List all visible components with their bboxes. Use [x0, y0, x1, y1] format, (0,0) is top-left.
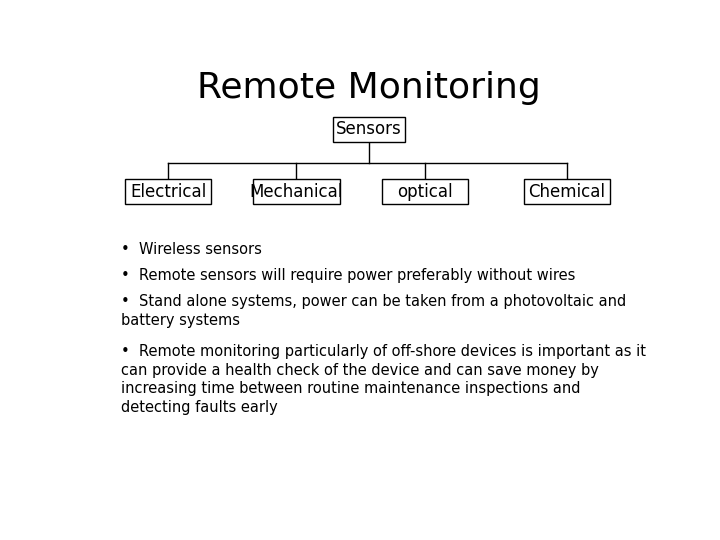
FancyBboxPatch shape: [125, 179, 212, 204]
Text: Sensors: Sensors: [336, 120, 402, 138]
FancyBboxPatch shape: [524, 179, 611, 204]
Text: •  Remote sensors will require power preferably without wires: • Remote sensors will require power pref…: [121, 268, 575, 283]
Text: Chemical: Chemical: [528, 183, 606, 201]
Text: Electrical: Electrical: [130, 183, 206, 201]
Text: optical: optical: [397, 183, 453, 201]
FancyBboxPatch shape: [382, 179, 468, 204]
Text: •  Stand alone systems, power can be taken from a photovoltaic and
battery syste: • Stand alone systems, power can be take…: [121, 294, 626, 327]
FancyBboxPatch shape: [333, 117, 405, 141]
Text: •  Wireless sensors: • Wireless sensors: [121, 241, 261, 256]
FancyBboxPatch shape: [253, 179, 340, 204]
Text: Mechanical: Mechanical: [250, 183, 343, 201]
Text: •  Remote monitoring particularly of off-shore devices is important as it
can pr: • Remote monitoring particularly of off-…: [121, 344, 646, 415]
Text: Remote Monitoring: Remote Monitoring: [197, 71, 541, 105]
